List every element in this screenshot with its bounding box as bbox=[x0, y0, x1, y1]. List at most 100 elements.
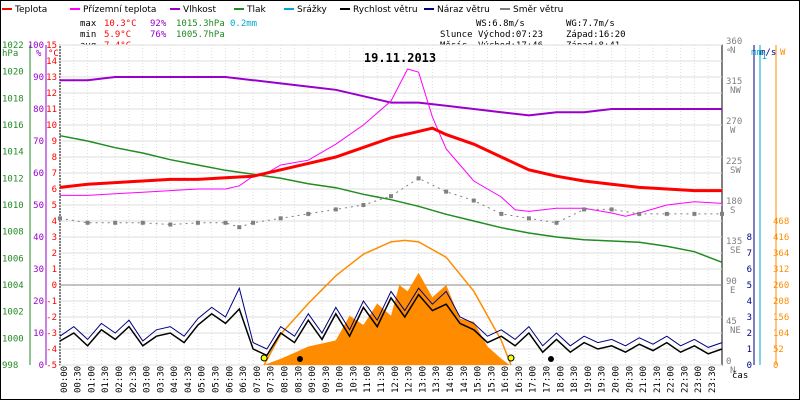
humidity-tick-label: 100 bbox=[28, 41, 44, 51]
direction-letter: E bbox=[730, 286, 735, 296]
rain-tick-label: 1 bbox=[762, 52, 767, 62]
x-tick-label: 02:30 bbox=[129, 366, 139, 393]
legend-label: Vlhkost bbox=[183, 5, 216, 15]
x-tick-label: 20:00 bbox=[611, 366, 621, 393]
stats-max-temp: 10.3°C bbox=[104, 19, 137, 29]
x-tick-label: 01:00 bbox=[87, 366, 97, 393]
series-solar-max-line bbox=[263, 239, 512, 366]
legend-label: Srážky bbox=[297, 5, 328, 15]
wind-direction-point bbox=[168, 222, 173, 227]
pressure-tick-label: 1004 bbox=[2, 281, 24, 291]
wind-direction-point bbox=[720, 211, 724, 216]
x-tick-label: 15:30 bbox=[487, 366, 497, 393]
chart-title: 19.11.2013 bbox=[364, 51, 436, 65]
direction-tick-label: 315 bbox=[726, 77, 742, 87]
x-tick-label: 22:00 bbox=[667, 366, 677, 393]
wind-tick-label: 4 bbox=[747, 297, 752, 307]
x-tick-label: 16:30 bbox=[515, 366, 525, 393]
wind-direction-point bbox=[692, 211, 697, 216]
x-tick-label: 08:30 bbox=[294, 366, 304, 393]
sun-label: Slunce bbox=[440, 30, 473, 40]
wind-direction-point bbox=[582, 207, 587, 212]
stats-min-press: 1005.7hPa bbox=[176, 30, 225, 40]
direction-tick-label: 360 bbox=[726, 37, 742, 47]
pressure-tick-label: 1000 bbox=[2, 334, 24, 344]
temperature-tick-label: 4 bbox=[52, 217, 57, 227]
direction-tick-label: 0 bbox=[726, 357, 731, 367]
wind-direction-point bbox=[306, 211, 311, 216]
direction-letter: S bbox=[730, 206, 735, 216]
temperature-tick-label: 13 bbox=[46, 73, 57, 83]
wind-direction-point bbox=[499, 211, 504, 216]
series-wind-direction-line bbox=[59, 177, 722, 228]
solar-tick-label: 260 bbox=[773, 281, 789, 291]
direction-letter: W bbox=[730, 126, 736, 136]
x-tick-label: 14:00 bbox=[446, 366, 456, 393]
legend-label: Směr větru bbox=[513, 5, 563, 15]
x-tick-label: 22:30 bbox=[680, 366, 690, 393]
x-tick-label: 01:30 bbox=[101, 366, 111, 393]
series-pressure-line bbox=[59, 134, 723, 264]
wind-direction-point bbox=[389, 194, 393, 199]
legend-label: Náraz větru bbox=[437, 5, 490, 15]
x-tick-label: 12:30 bbox=[405, 366, 415, 393]
moonset-marker bbox=[296, 356, 303, 362]
temperature-tick-label: 3 bbox=[52, 233, 57, 243]
stats-max-hum: 92% bbox=[150, 19, 167, 29]
direction-tick-label: 45 bbox=[726, 317, 737, 327]
left-axes: hPa% °C9981000100210041006100810101012101… bbox=[2, 41, 59, 371]
x-tick-label: 21:30 bbox=[653, 366, 663, 393]
solar-tick-label: 364 bbox=[773, 249, 789, 259]
x-tick-label: 15:00 bbox=[474, 366, 484, 393]
temperature-tick-label: 2 bbox=[52, 249, 57, 259]
wind-direction-point bbox=[444, 189, 449, 194]
direction-letter: NW bbox=[730, 86, 741, 96]
wind-direction-point bbox=[140, 220, 145, 225]
x-tick-label: 03:30 bbox=[156, 366, 166, 393]
legend-label: Teplota bbox=[14, 5, 47, 15]
humidity-tick-label: 30 bbox=[33, 265, 44, 275]
x-tick-label: 10:30 bbox=[349, 366, 359, 393]
temperature-tick-label: 6 bbox=[52, 185, 57, 195]
legend-label: Tlak bbox=[246, 5, 267, 15]
x-tick-label: 21:00 bbox=[639, 366, 649, 393]
solar-tick-label: 104 bbox=[773, 329, 789, 339]
wind-direction-point bbox=[554, 220, 559, 225]
solar-tick-label: 0 bbox=[773, 361, 778, 371]
legend-label: Rychlost větru bbox=[353, 5, 418, 15]
stats-min-temp: 5.9°C bbox=[104, 30, 131, 40]
direction-letter: N bbox=[730, 46, 735, 56]
wind-tick-label: 0 bbox=[747, 361, 752, 371]
x-tick-label: 08:00 bbox=[280, 366, 290, 393]
humidity-tick-label: 90 bbox=[33, 73, 44, 83]
x-tick-label: 04:30 bbox=[184, 366, 194, 393]
x-tick-label: 09:00 bbox=[308, 366, 318, 393]
direction-tick-label: 90 bbox=[726, 277, 737, 287]
pressure-tick-label: 1014 bbox=[2, 148, 24, 158]
x-tick-label: 11:00 bbox=[363, 366, 373, 393]
x-tick-label: 04:00 bbox=[170, 366, 180, 393]
humidity-tick-label: 0 bbox=[39, 361, 44, 371]
temperature-tick-label: -3 bbox=[46, 329, 57, 339]
wind-direction-point bbox=[416, 176, 421, 181]
x-tick-label: 11:30 bbox=[377, 366, 387, 393]
humidity-tick-label: 80 bbox=[33, 105, 44, 115]
axis-unit-degc: °C bbox=[48, 49, 59, 59]
temperature-tick-label: 1 bbox=[52, 265, 57, 275]
pressure-tick-label: 1006 bbox=[2, 254, 24, 264]
x-tick-label: 17:30 bbox=[543, 366, 553, 393]
stats-max-label: max bbox=[80, 19, 97, 29]
x-tick-label: 07:30 bbox=[267, 366, 277, 393]
temperature-tick-label: 7 bbox=[52, 169, 57, 179]
x-tick-label: 12:00 bbox=[391, 366, 401, 393]
wind-tick-label: 5 bbox=[747, 281, 752, 291]
x-axis: 00:00 00:30 01:00 01:30 02:00 02:30 03:00 03:30… bbox=[60, 366, 748, 393]
x-tick-label: 14:30 bbox=[460, 366, 470, 393]
series-wind-speed-line bbox=[59, 293, 723, 357]
series-gust-line bbox=[59, 286, 723, 350]
x-tick-label: 00:00 bbox=[60, 366, 70, 393]
solar-tick-label: 312 bbox=[773, 265, 789, 275]
series-ground-temp-line bbox=[60, 68, 723, 217]
x-tick-label: 05:30 bbox=[212, 366, 222, 393]
x-tick-label: 23:00 bbox=[694, 366, 704, 393]
